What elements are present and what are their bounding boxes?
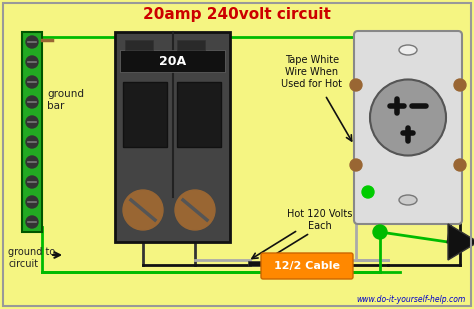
Circle shape (175, 190, 215, 230)
Circle shape (26, 116, 38, 128)
Circle shape (123, 190, 163, 230)
Bar (177, 82, 221, 147)
Bar (125, 40, 153, 50)
Text: 12/2 Cable: 12/2 Cable (274, 261, 340, 271)
Circle shape (370, 79, 446, 155)
Circle shape (26, 196, 38, 208)
Circle shape (362, 186, 374, 198)
Text: ground
bar: ground bar (47, 89, 84, 111)
Ellipse shape (399, 195, 417, 205)
Text: www.do-it-yourself-help.com: www.do-it-yourself-help.com (357, 294, 466, 303)
Circle shape (26, 176, 38, 188)
Circle shape (454, 159, 466, 171)
Text: 20A: 20A (159, 54, 186, 67)
Circle shape (350, 79, 362, 91)
Bar (115, 32, 230, 242)
Text: ground to
circuit: ground to circuit (8, 247, 55, 269)
Circle shape (26, 136, 38, 148)
Text: Hot 120 Volts
Each: Hot 120 Volts Each (287, 209, 353, 231)
FancyBboxPatch shape (261, 253, 353, 279)
Bar (123, 82, 167, 147)
Text: Tape White
Wire When
Used for Hot: Tape White Wire When Used for Hot (282, 55, 343, 89)
Ellipse shape (399, 45, 417, 55)
Circle shape (373, 225, 387, 239)
Circle shape (454, 79, 466, 91)
Circle shape (26, 56, 38, 68)
Bar (177, 40, 205, 50)
Text: 20amp 240volt circuit: 20amp 240volt circuit (143, 6, 331, 22)
Circle shape (26, 76, 38, 88)
Polygon shape (448, 224, 474, 260)
Circle shape (26, 36, 38, 48)
Bar (22, 32, 42, 232)
Circle shape (26, 156, 38, 168)
Circle shape (26, 96, 38, 108)
Circle shape (350, 159, 362, 171)
Bar (248, 261, 262, 266)
Bar (120, 50, 225, 72)
Circle shape (26, 216, 38, 228)
FancyBboxPatch shape (354, 31, 462, 224)
